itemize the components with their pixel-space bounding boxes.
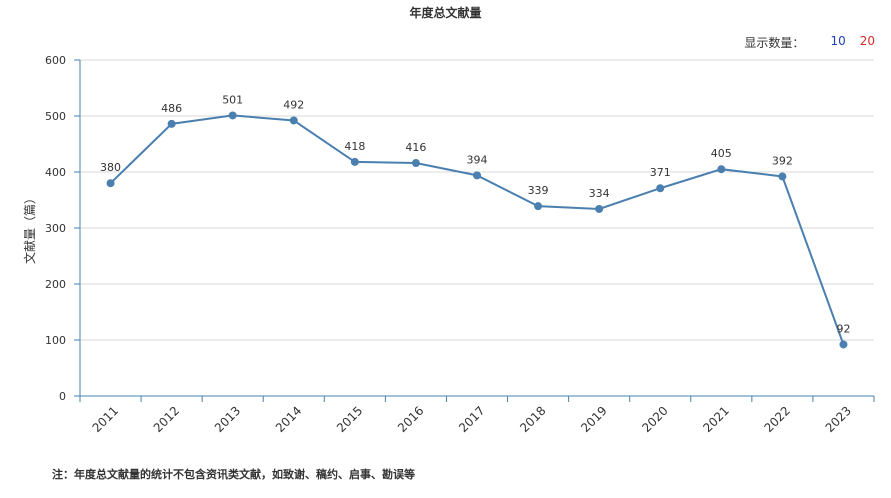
data-label: 486 [161, 102, 182, 115]
x-tick-label: 2017 [456, 404, 487, 435]
data-point [778, 172, 787, 181]
x-tick-label: 2023 [823, 404, 854, 435]
data-point [167, 119, 176, 128]
y-tick-label: 400 [45, 166, 66, 179]
data-label: 394 [467, 153, 488, 166]
x-tick-label: 2013 [212, 404, 243, 435]
data-point [228, 111, 237, 120]
data-point [350, 157, 359, 166]
y-tick-label: 500 [45, 110, 66, 123]
data-label: 92 [836, 322, 850, 335]
data-point [534, 202, 543, 211]
data-label: 405 [711, 147, 732, 160]
y-tick-label: 200 [45, 278, 66, 291]
x-tick-label: 2016 [395, 404, 426, 435]
line-chart: 0 100 200 300 400 500 600 2011 2012 2013 2014 2015 2… [22, 54, 875, 435]
data-point [473, 171, 481, 180]
y-axis-label: 文献量（篇） [22, 192, 37, 264]
data-point [656, 184, 665, 193]
x-tick-label: 2014 [273, 404, 304, 435]
data-point [411, 159, 420, 168]
chart-title: 年度总文献量 [409, 6, 482, 20]
display-count-selector: 显示数量： 10 20 [744, 34, 875, 51]
data-point [289, 116, 298, 125]
x-tick-label: 2018 [517, 404, 548, 435]
x-tick-label: 2015 [334, 404, 365, 435]
data-label: 339 [528, 184, 549, 197]
data-label: 418 [344, 140, 365, 153]
data-point [595, 204, 604, 213]
y-tick-label: 0 [59, 390, 66, 403]
data-label: 501 [222, 93, 243, 106]
y-tick-label: 600 [45, 54, 66, 67]
y-tick-label: 300 [45, 222, 66, 235]
series-line [109, 114, 845, 345]
x-tick-label: 2020 [639, 404, 670, 435]
data-label: 392 [772, 154, 793, 167]
data-label: 492 [283, 98, 304, 111]
x-tick-label: 2011 [90, 404, 121, 435]
data-label: 416 [405, 141, 426, 154]
data-label: 334 [589, 187, 610, 200]
x-tick-label: 2021 [700, 404, 731, 435]
y-tick-label: 100 [45, 334, 66, 347]
display-count-option-10[interactable]: 10 [830, 34, 846, 48]
footnote: 注：年度总文献量的统计不包含资讯类文献，如致谢、稿约、启事、勘误等 [52, 468, 415, 481]
data-label: 371 [650, 166, 671, 179]
display-count-option-20[interactable]: 20 [859, 34, 875, 48]
x-tick-label: 2022 [761, 404, 792, 435]
data-point [717, 165, 726, 174]
data-point [106, 179, 115, 188]
display-count-label: 显示数量： [744, 36, 805, 50]
data-label: 380 [100, 161, 121, 174]
data-point [839, 340, 848, 349]
x-tick-label: 2012 [151, 404, 182, 435]
x-tick-label: 2019 [578, 404, 609, 435]
